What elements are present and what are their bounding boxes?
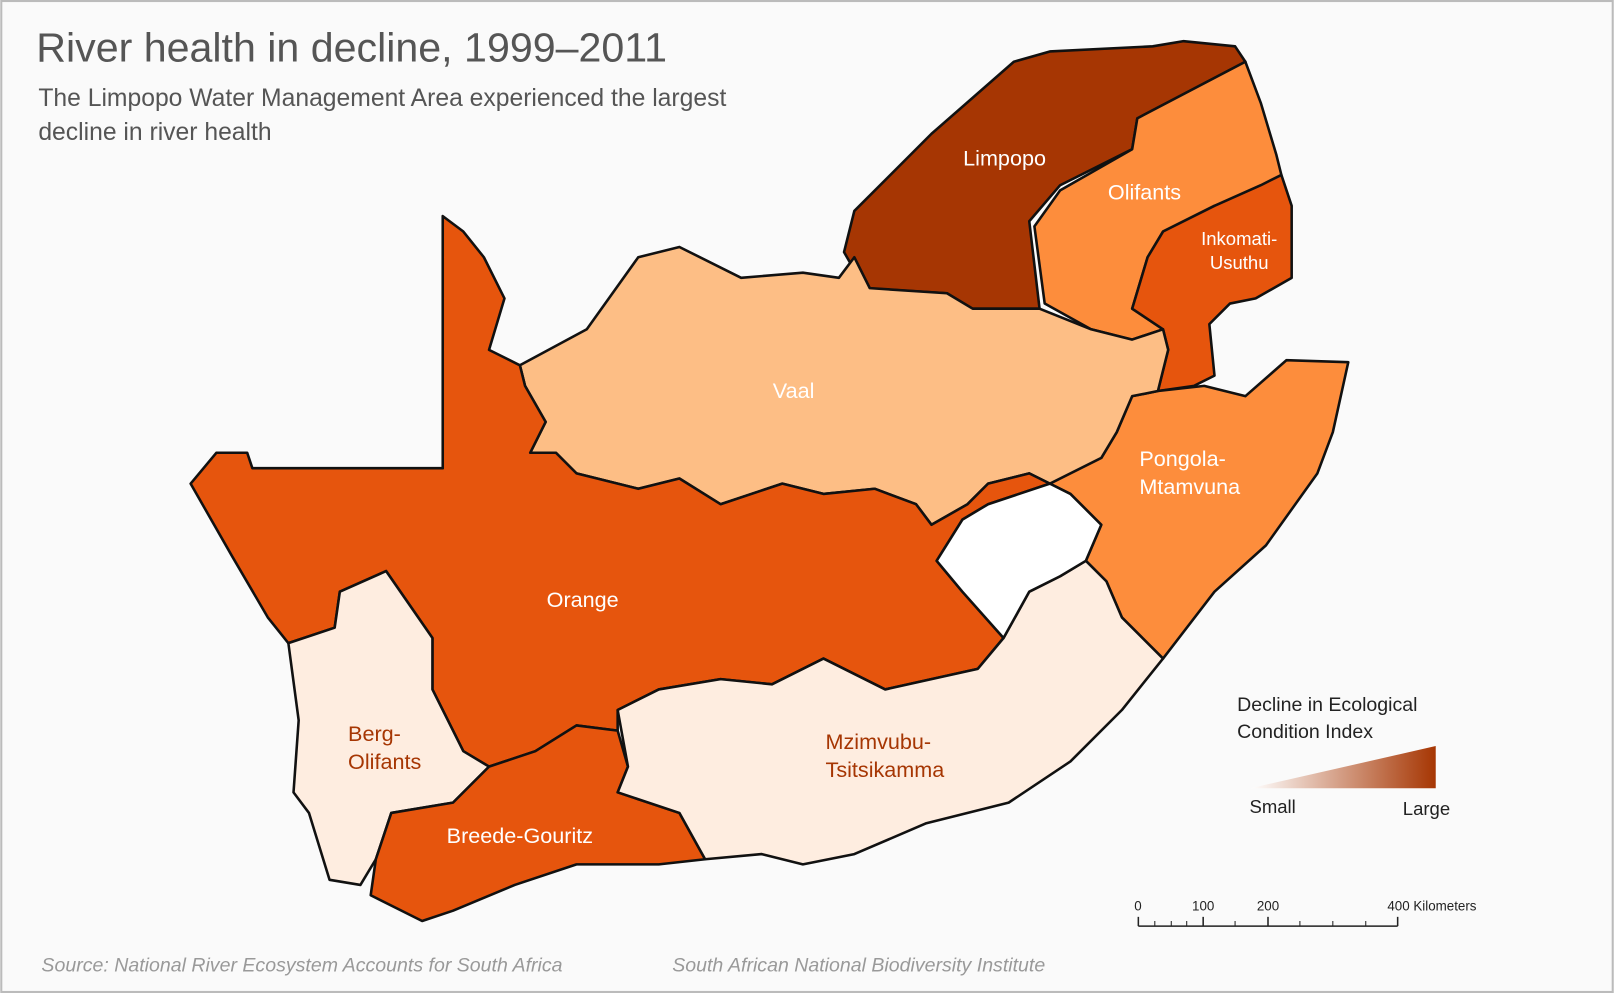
region-label: Vaal [773,378,815,403]
lesotho [935,482,1103,640]
region-label: Orange [547,587,619,612]
region [616,559,1165,866]
region-label: Mtamvuna [1139,474,1241,499]
region-label: Berg- [348,721,401,746]
scale-label: 200 [1257,899,1279,914]
credit: South African National Biodiversity Inst… [672,954,1045,976]
regions [189,39,1350,923]
region-labels: Limpopo Olifants Inkomati- Usuthu Pongola- Mt… [348,146,1277,848]
region-label: Olifants [1108,180,1181,205]
scale-bar: 0 100 200 400 Kilometers [1134,899,1477,927]
scale-label: 0 [1134,899,1141,914]
region-label: Limpopo [963,146,1046,171]
legend-ramp [1250,746,1436,789]
title: River health in decline, 1999–2011 [36,25,667,71]
scale-label: 100 [1192,899,1214,914]
legend-title: Condition Index [1237,721,1373,743]
source: Source: National River Ecosystem Account… [41,954,562,976]
region-label: Usuthu [1210,252,1269,273]
region-label: Pongola- [1139,446,1225,471]
region-label: Mzimvubu- [826,729,932,754]
region-label: Olifants [348,749,421,774]
region-label: Tsitsikamma [826,757,946,782]
scale-label: 400 Kilometers [1387,899,1476,914]
subtitle: decline in river health [38,119,271,146]
scale-minor-ticks [1154,920,1367,927]
legend-high: Large [1403,798,1450,819]
subtitle: The Limpopo Water Management Area experi… [38,85,726,112]
legend-low: Small [1249,796,1295,817]
legend-title: Decline in Ecological [1237,694,1417,716]
region-label: Breede-Gouritz [447,823,593,848]
region [369,724,707,923]
region-label: Inkomati- [1201,228,1277,249]
